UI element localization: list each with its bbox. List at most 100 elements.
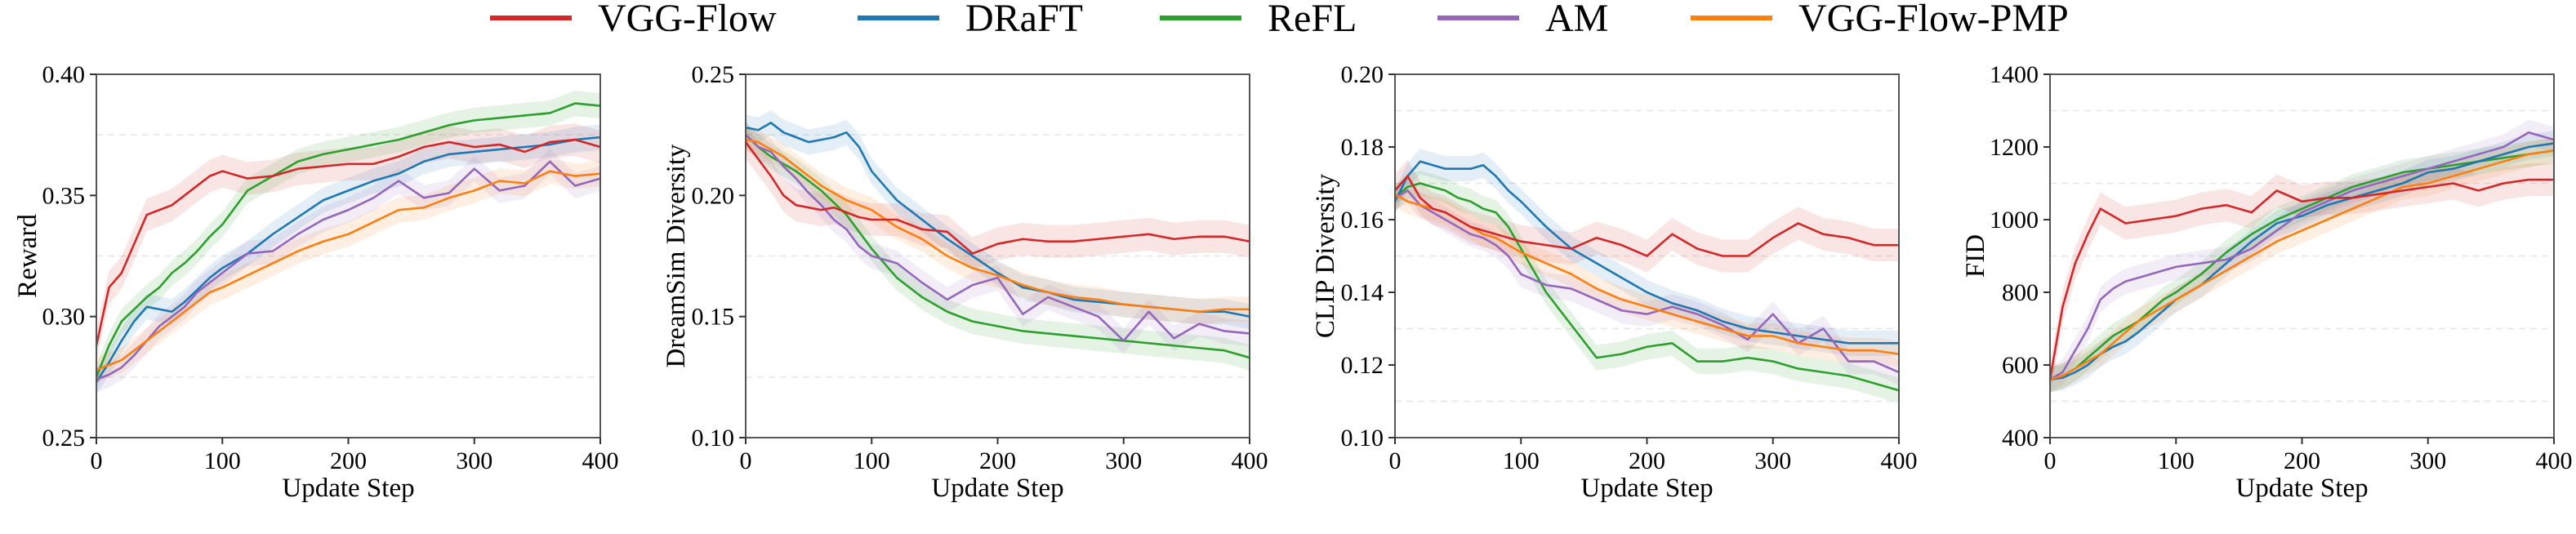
- x-tick-label: 0: [2044, 447, 2057, 474]
- panels: 0 100 200 300 400 0.25 0.30 0.35 0.40 Update Step…: [13, 61, 2573, 503]
- y-axis-label: DreamSim Diversity: [662, 144, 691, 368]
- y-tick-label: 0.20: [1341, 61, 1384, 88]
- confidence-bands: [1395, 149, 1899, 403]
- band-vgg-flow-pmp: [746, 127, 1250, 325]
- y-tick-label: 0.25: [42, 425, 86, 452]
- series-line-vgg-flow-pmp: [2049, 149, 2555, 381]
- y-tick-label: 0.15: [692, 304, 735, 331]
- chart-panel-reward: 0 100 200 300 400 0.25 0.30 0.35 0.40 Update Step…: [13, 61, 619, 503]
- y-tick-label: 0.12: [1341, 352, 1384, 379]
- x-tick-label: 100: [204, 447, 241, 474]
- legend: VGG-Flow DRaFT ReFL AM VGG-Flow-PMP: [490, 0, 2069, 40]
- series-line-draft: [1393, 160, 1899, 345]
- confidence-bands: [746, 109, 1250, 371]
- x-tick-label: 200: [330, 447, 367, 474]
- legend-label-vgg-flow-pmp: VGG-Flow-PMP: [1798, 0, 2069, 40]
- y-tick-label: 400: [2002, 425, 2039, 452]
- chart-panel-dreamsim-diversity: 0 100 200 300 400 0.10 0.15 0.20 0.25 Update Step…: [662, 61, 1268, 503]
- series-line-draft: [95, 136, 601, 383]
- y-axis-label: FID: [1961, 234, 1990, 278]
- legend-item-refl: ReFL: [1160, 0, 1357, 40]
- x-tick-label: 300: [2409, 447, 2446, 474]
- legend-label-refl: ReFL: [1268, 0, 1357, 40]
- legend-item-vgg-flow-pmp: VGG-Flow-PMP: [1691, 0, 2069, 40]
- series-lines: [95, 102, 601, 383]
- x-axis-label: Update Step: [931, 474, 1063, 503]
- x-tick-label: 0: [91, 447, 103, 474]
- series-line-vgg-flow: [1394, 175, 1899, 257]
- legend-label-vgg-flow: VGG-Flow: [598, 0, 777, 40]
- x-tick-label: 0: [740, 447, 752, 474]
- series-lines: [744, 122, 1250, 359]
- series-line-refl: [95, 102, 601, 378]
- band-vgg-flow: [1395, 159, 1899, 273]
- band-am: [746, 122, 1250, 354]
- x-tick-label: 0: [1389, 447, 1402, 474]
- legend-item-vgg-flow: VGG-Flow: [490, 0, 777, 40]
- series-lines: [1393, 160, 1900, 392]
- y-tick-label: 1400: [1990, 61, 2039, 88]
- legend-item-am: AM: [1437, 0, 1608, 40]
- band-refl: [1395, 170, 1899, 403]
- band-draft: [2050, 130, 2554, 393]
- band-vgg-flow-pmp: [1395, 181, 1899, 367]
- x-tick-label: 200: [1629, 447, 1665, 474]
- x-tick-label: 300: [456, 447, 492, 474]
- x-tick-label: 100: [2158, 447, 2195, 474]
- x-tick-label: 300: [1754, 447, 1791, 474]
- y-tick-label: 0.20: [692, 182, 735, 209]
- x-axis-label: Update Step: [2235, 474, 2368, 503]
- series-line-refl: [745, 134, 1250, 359]
- x-tick-label: 100: [1503, 447, 1540, 474]
- x-tick-label: 400: [1232, 447, 1268, 474]
- legend-label-am: AM: [1545, 0, 1608, 40]
- band-draft: [96, 124, 600, 395]
- y-axis-label: CLIP Diversity: [1311, 173, 1340, 338]
- y-tick-label: 0.30: [42, 304, 86, 331]
- band-refl: [746, 122, 1250, 371]
- y-tick-label: 800: [2002, 279, 2039, 306]
- chart-panel-clip-diversity: 0 100 200 300 400 0.10 0.12 0.14 0.16 0.18 0.20 Upd…: [1311, 61, 1918, 503]
- band-refl: [2050, 137, 2554, 393]
- series-line-vgg-flow-pmp: [745, 138, 1250, 314]
- x-tick-label: 400: [582, 447, 619, 474]
- y-tick-label: 0.10: [1341, 425, 1384, 452]
- series-line-vgg-flow: [95, 138, 601, 346]
- band-vgg-flow: [2050, 163, 2554, 396]
- band-vgg-flow: [96, 123, 600, 363]
- y-tick-label: 0.14: [1341, 279, 1384, 306]
- band-am: [96, 149, 600, 393]
- chart-panel-fid: 0 100 200 300 400 400 600 800 1000 1200 1400 Update…: [1961, 61, 2573, 503]
- series-line-vgg-flow-pmp: [96, 170, 601, 372]
- series-line-am: [1394, 189, 1900, 374]
- y-tick-label: 0.16: [1341, 207, 1384, 234]
- band-vgg-flow: [746, 126, 1250, 270]
- band-vgg-flow-pmp: [2050, 137, 2554, 393]
- x-axis-label: Update Step: [1580, 474, 1713, 503]
- y-tick-label: 0.40: [42, 61, 86, 88]
- gridlines: [96, 134, 600, 378]
- y-axis-label: Reward: [13, 214, 42, 298]
- y-tick-label: 0.18: [1341, 134, 1384, 161]
- y-tick-label: 1000: [1990, 207, 2039, 234]
- series-line-vgg-flow: [744, 141, 1250, 255]
- y-tick-label: 0.25: [692, 61, 735, 88]
- series-line-am: [745, 134, 1250, 342]
- series-line-am: [2049, 131, 2555, 380]
- series-line-vgg-flow: [2048, 178, 2554, 380]
- x-tick-label: 400: [2536, 447, 2573, 474]
- series-line-refl: [2049, 149, 2555, 381]
- y-tick-label: 0.35: [42, 182, 86, 209]
- legend-item-draft: DRaFT: [858, 0, 1083, 40]
- band-refl: [96, 91, 600, 390]
- legend-label-draft: DRaFT: [965, 0, 1083, 40]
- gridlines: [2050, 109, 2554, 403]
- x-tick-label: 200: [2284, 447, 2320, 474]
- band-vgg-flow-pmp: [96, 158, 600, 383]
- x-tick-label: 200: [979, 447, 1016, 474]
- y-tick-label: 0.10: [692, 425, 735, 452]
- x-tick-label: 300: [1105, 447, 1142, 474]
- confidence-bands: [96, 91, 600, 395]
- x-tick-label: 100: [853, 447, 890, 474]
